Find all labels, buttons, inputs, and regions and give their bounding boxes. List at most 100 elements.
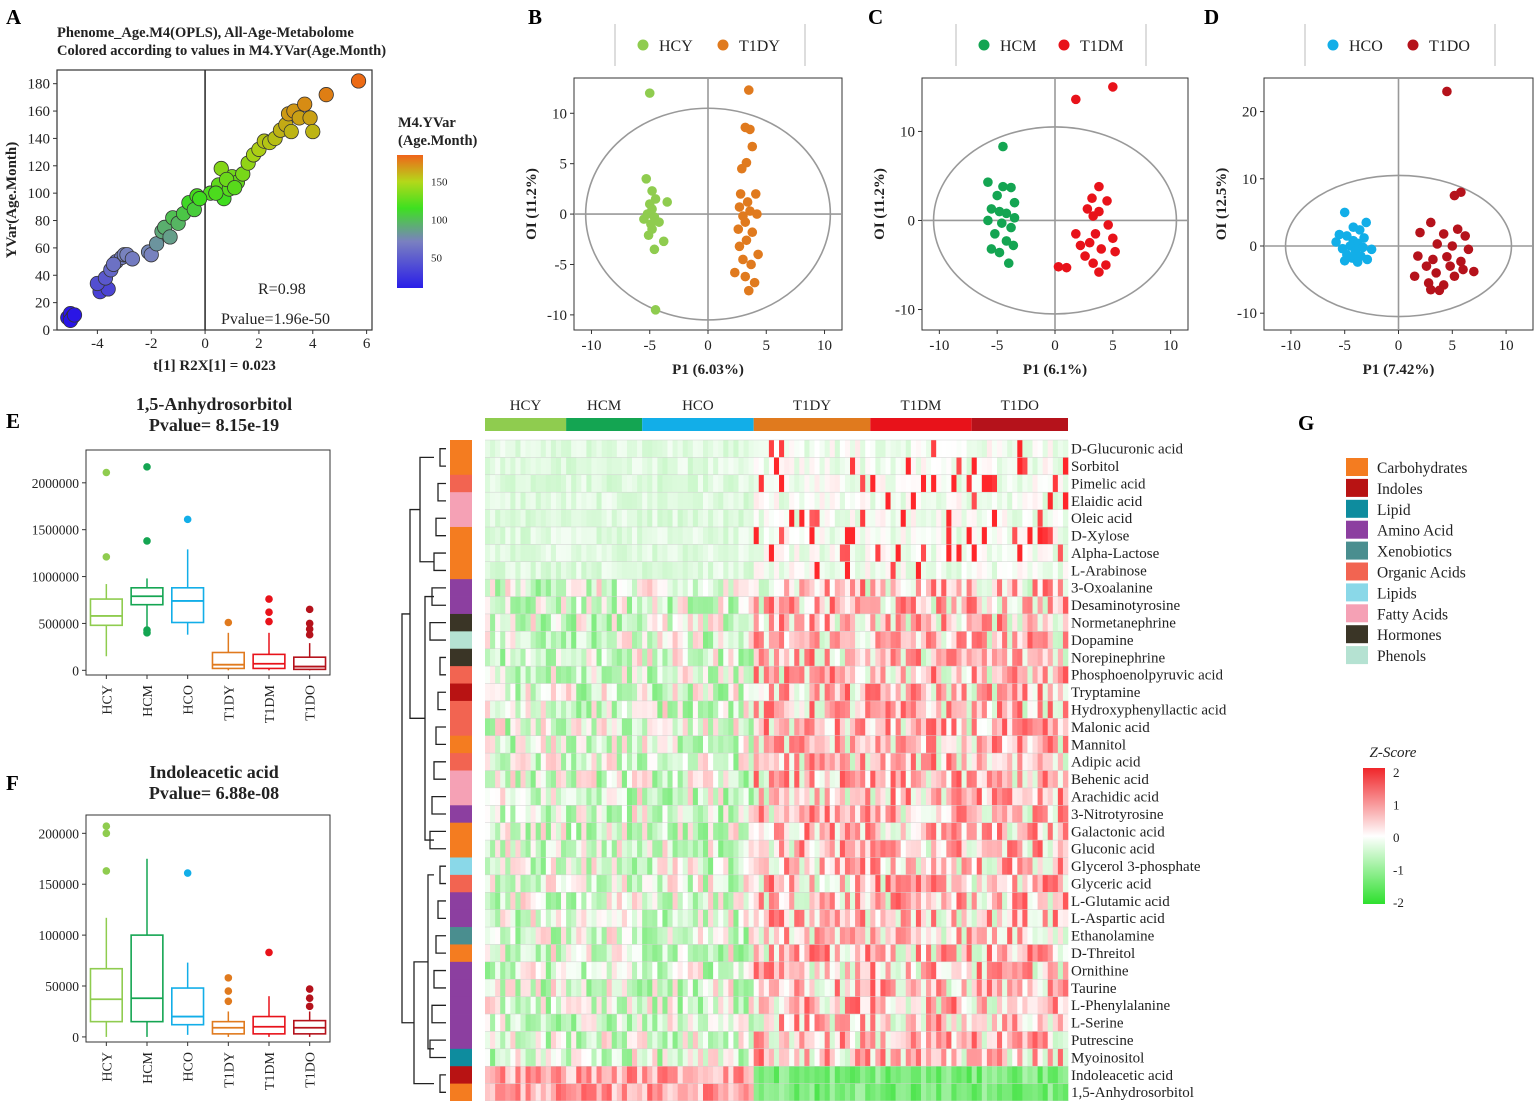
heatmap-cell: [809, 457, 815, 476]
heatmap-cell: [1037, 1066, 1043, 1084]
heatmap-cell: [920, 909, 927, 928]
heatmap-cell: [936, 979, 942, 997]
heatmap-cell: [637, 909, 643, 928]
heatmap-cell: [931, 718, 937, 737]
heatmap-cell: [1022, 440, 1028, 458]
heatmap-cell: [738, 874, 744, 893]
heatmap-cell: [591, 683, 597, 702]
y-tick-label: -5: [555, 257, 568, 273]
heatmap-cell: [657, 979, 663, 997]
heatmap-cell: [1022, 492, 1028, 510]
heatmap-cell: [515, 805, 521, 823]
heatmap-cell: [839, 613, 846, 632]
heatmap-cell: [485, 909, 491, 928]
heatmap-cell: [779, 631, 785, 650]
heatmap-cell: [550, 1048, 557, 1067]
heatmap-cell: [773, 561, 780, 580]
heatmap-cell: [611, 544, 618, 563]
heatmap-cell: [1052, 1014, 1059, 1032]
heatmap-cell: [920, 944, 927, 963]
heatmap-cell: [657, 561, 663, 580]
heatmap-cell: [829, 892, 836, 910]
heatmap-cell: [809, 1048, 815, 1067]
heatmap-cell: [799, 770, 805, 789]
heatmap-cell: [540, 770, 547, 789]
heatmap-cell: [515, 596, 521, 615]
heatmap-cell: [606, 526, 613, 545]
box: [171, 987, 205, 1026]
heatmap-cell: [773, 509, 780, 528]
heatmap-cell: [784, 874, 790, 893]
heatmap-cell: [966, 579, 972, 597]
heatmap-cell: [505, 892, 511, 910]
heatmap-cell: [733, 857, 739, 876]
heatmap-cell: [626, 857, 633, 876]
heatmap-cell: [966, 805, 972, 823]
heatmap-cell: [870, 544, 876, 563]
heatmap-cell: [890, 822, 896, 841]
group-label: HCM: [587, 398, 621, 414]
colorbar-title: (Age.Month): [398, 133, 478, 149]
heatmap-cell: [520, 440, 526, 458]
heatmap-cell: [692, 509, 699, 528]
heatmap-cell: [677, 857, 684, 876]
heatmap-cell: [642, 770, 648, 789]
heatmap-cell: [936, 909, 942, 928]
heatmap-cell: [981, 927, 988, 945]
heatmap-cell: [971, 492, 978, 510]
heatmap-cell: [1012, 735, 1018, 754]
heatmap-cell: [647, 718, 653, 737]
heatmap-cell: [652, 1014, 658, 1032]
heatmap-cell: [1037, 718, 1043, 737]
heatmap-cell: [981, 787, 988, 806]
heatmap-cell: [900, 492, 907, 510]
heatmap-cell: [829, 718, 836, 737]
data-point-t1dy: [750, 189, 761, 199]
heatmap-cell: [976, 770, 983, 789]
heatmap-cell: [1027, 787, 1033, 806]
heatmap-cell: [926, 579, 932, 597]
heatmap-cell: [738, 492, 744, 510]
heatmap-cell: [733, 770, 739, 789]
heatmap-cell: [672, 648, 678, 667]
heatmap-cell: [682, 544, 689, 563]
heatmap-cell: [834, 874, 841, 893]
heatmap-cell: [768, 753, 775, 771]
heatmap-cell: [621, 700, 628, 719]
heatmap-cell: [490, 961, 496, 980]
heatmap-cell: [844, 787, 851, 806]
heatmap-cell: [860, 753, 866, 771]
heatmap-cell: [905, 683, 912, 702]
heatmap-cell: [616, 1014, 623, 1032]
heatmap-cell: [915, 944, 922, 963]
heatmap-cell: [1052, 996, 1059, 1015]
heatmap-cell: [662, 961, 668, 980]
heatmap-cell: [1012, 509, 1018, 528]
annotation-pvalue: Pvalue=1.96e-50: [221, 311, 330, 328]
data-point-hcm: [1009, 213, 1020, 223]
heatmap-cell: [1012, 1048, 1018, 1067]
heatmap-cell: [829, 770, 836, 789]
heatmap-cell: [485, 1014, 491, 1032]
heatmap-cell: [530, 979, 536, 997]
heatmap-cell: [1032, 961, 1038, 980]
heatmap-cell: [880, 979, 886, 997]
heatmap-cell: [936, 787, 942, 806]
heatmap-cell: [789, 457, 795, 476]
heatmap-cell: [682, 613, 689, 632]
heatmap-cell: [875, 909, 881, 928]
heatmap-cell: [606, 613, 613, 632]
heatmap-cell: [591, 526, 597, 545]
heatmap-cell: [738, 961, 744, 980]
x-tick-label: 0: [201, 336, 209, 352]
heatmap-cell: [789, 857, 795, 876]
heatmap-cell: [510, 648, 516, 667]
heatmap-cell: [677, 944, 684, 963]
heatmap-cell: [875, 735, 881, 754]
heatmap-cell: [677, 874, 684, 893]
heatmap-cell: [885, 544, 891, 563]
heatmap-cell: [490, 874, 496, 893]
heatmap-cell: [850, 631, 856, 650]
heatmap-cell: [779, 979, 785, 997]
heatmap-cell: [535, 1083, 542, 1101]
